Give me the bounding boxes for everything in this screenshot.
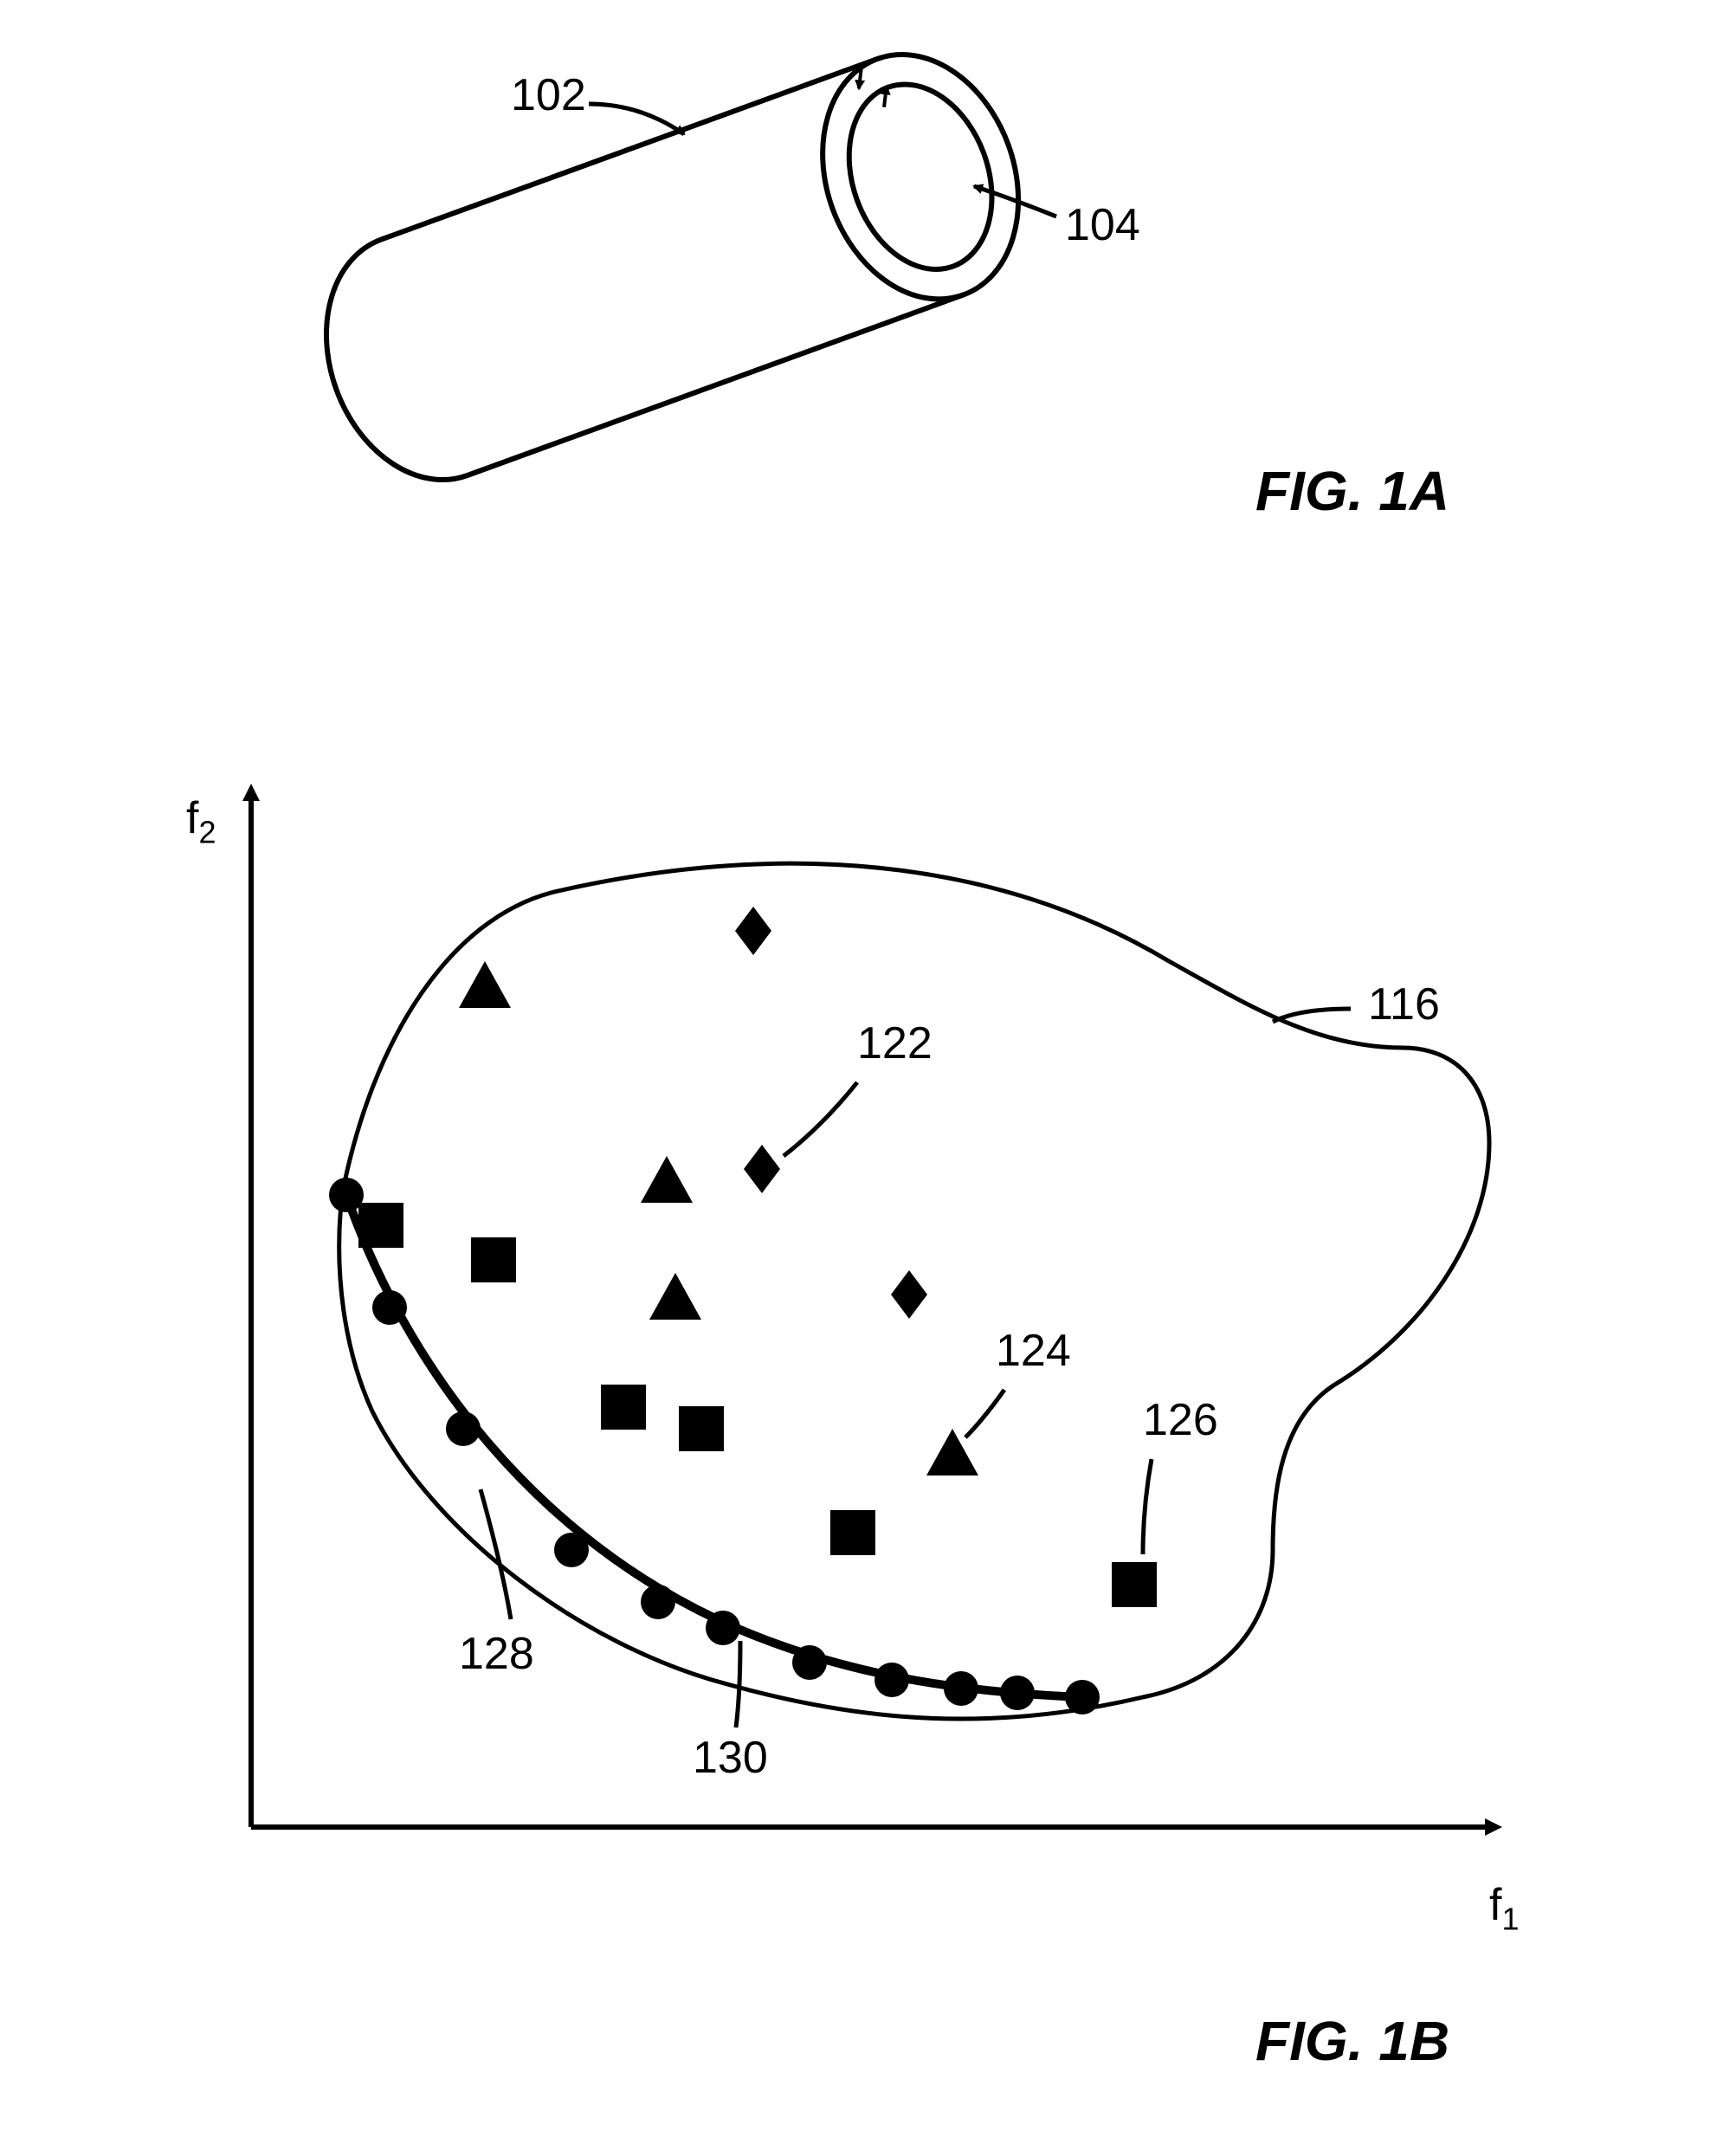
pareto-point (641, 1585, 675, 1619)
ref-130: 130 (693, 1732, 768, 1784)
leader-130 (736, 1641, 740, 1727)
pareto-point (1000, 1676, 1035, 1710)
diamond-point (891, 1270, 927, 1319)
square-point (830, 1510, 875, 1555)
diamond-point (735, 907, 771, 955)
ref-128: 128 (459, 1628, 534, 1680)
triangle-point (459, 961, 511, 1008)
square-point (1112, 1562, 1157, 1607)
leader-124 (965, 1390, 1004, 1437)
pareto-point (446, 1411, 481, 1446)
pareto-point (1065, 1680, 1100, 1714)
square-point (358, 1203, 403, 1248)
square-point (471, 1237, 516, 1282)
figure-1b: f2 f1 116 122 124 126 128 130 FIG. 1B (0, 0, 1736, 2131)
x-axis-label: f1 (1489, 1879, 1519, 1937)
pareto-point (874, 1663, 909, 1697)
pareto-point (372, 1290, 407, 1325)
leader-126 (1143, 1459, 1152, 1554)
square-point (601, 1385, 646, 1430)
pareto-point (944, 1671, 978, 1706)
y-axis-label: f2 (186, 792, 216, 850)
triangle-point (649, 1273, 701, 1320)
leader-122 (784, 1082, 857, 1156)
diamond-point (744, 1145, 780, 1193)
ref-122: 122 (857, 1017, 933, 1069)
triangle-point (641, 1156, 693, 1203)
pareto-point (792, 1645, 827, 1680)
fig1b-label: FIG. 1B (1255, 2009, 1449, 2073)
square-point (679, 1406, 724, 1451)
ref-124: 124 (996, 1325, 1071, 1377)
pareto-point (706, 1611, 740, 1645)
triangle-point (926, 1429, 978, 1476)
ref-116: 116 (1368, 978, 1440, 1030)
ref-126: 126 (1143, 1394, 1218, 1446)
pareto-point (554, 1533, 589, 1567)
